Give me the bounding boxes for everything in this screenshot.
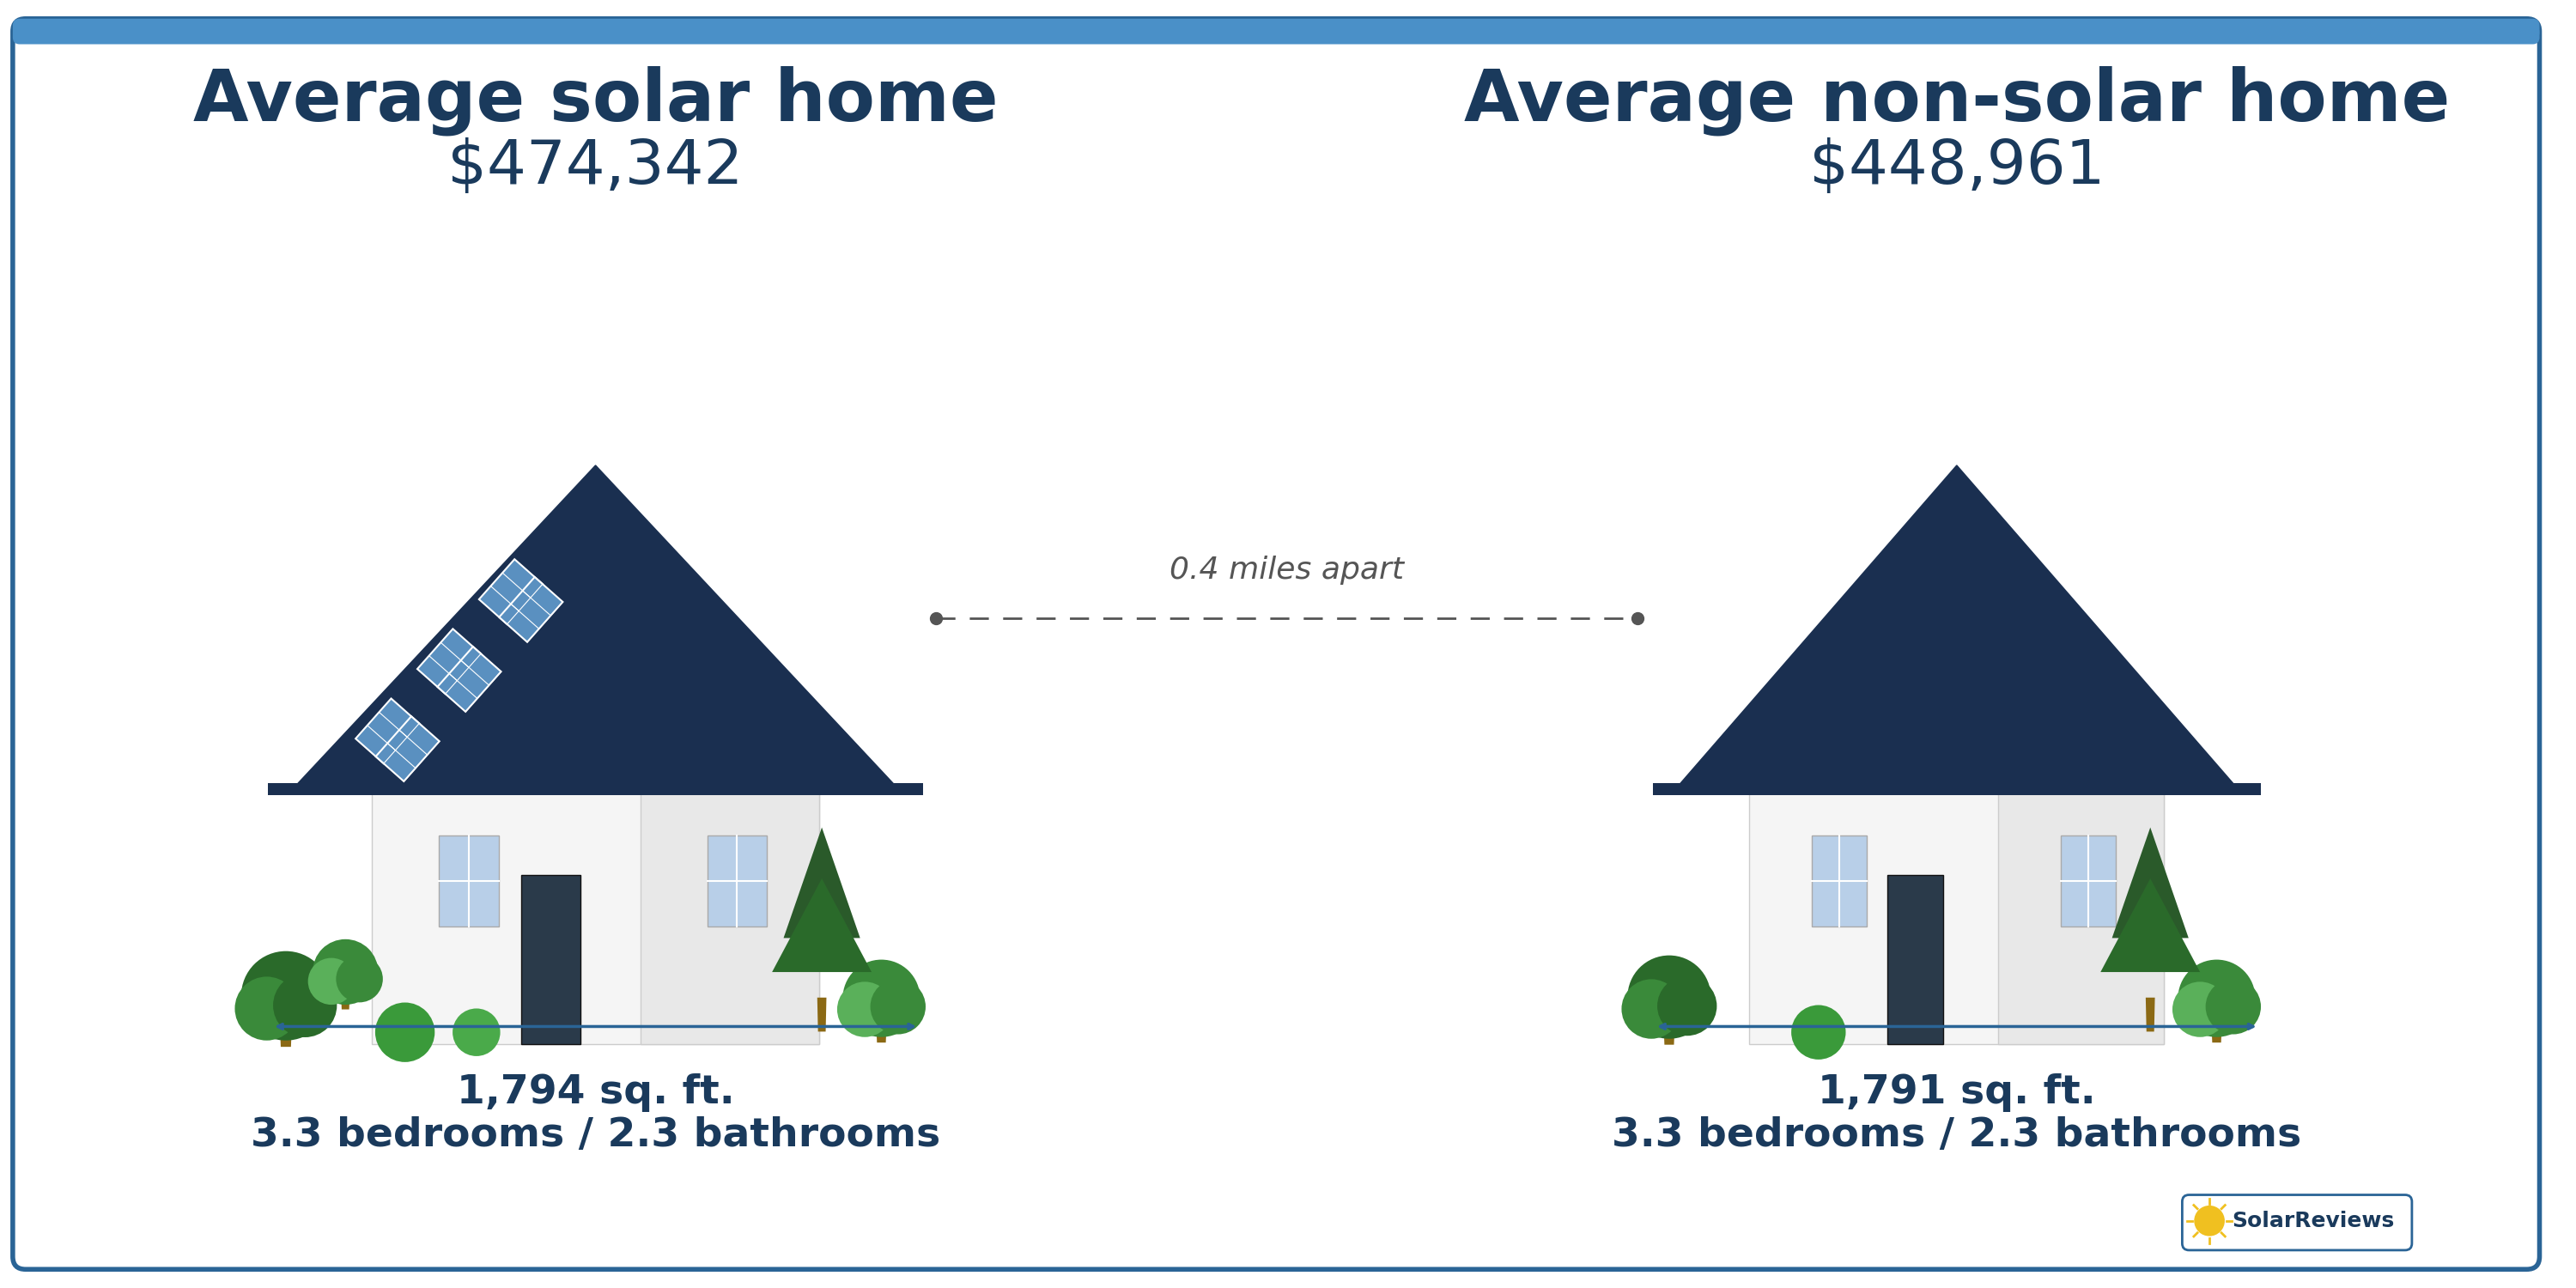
- Circle shape: [242, 951, 330, 1041]
- Polygon shape: [268, 783, 922, 795]
- Polygon shape: [641, 783, 819, 1043]
- Polygon shape: [2099, 878, 2200, 972]
- Circle shape: [1656, 976, 1716, 1036]
- Circle shape: [2172, 981, 2228, 1037]
- Circle shape: [453, 1009, 500, 1056]
- Polygon shape: [783, 827, 860, 938]
- Polygon shape: [2012, 611, 2045, 714]
- Circle shape: [2205, 979, 2262, 1034]
- Polygon shape: [500, 577, 562, 641]
- Text: 0.4 miles apart: 0.4 miles apart: [1170, 555, 1404, 585]
- Text: $474,342: $474,342: [448, 138, 744, 197]
- Polygon shape: [876, 1015, 886, 1042]
- Text: 3.3 bedrooms / 2.3 bathrooms: 3.3 bedrooms / 2.3 bathrooms: [1613, 1117, 2300, 1155]
- Polygon shape: [479, 559, 544, 625]
- FancyBboxPatch shape: [13, 19, 2540, 44]
- Polygon shape: [2061, 836, 2115, 926]
- Polygon shape: [340, 987, 350, 1010]
- Circle shape: [273, 974, 337, 1037]
- Polygon shape: [1654, 783, 2262, 795]
- Circle shape: [1628, 956, 1710, 1038]
- Circle shape: [1790, 1005, 1847, 1060]
- Polygon shape: [299, 465, 894, 783]
- Circle shape: [335, 956, 384, 1002]
- FancyBboxPatch shape: [2182, 1195, 2411, 1251]
- Text: SolarReviews: SolarReviews: [2231, 1211, 2393, 1231]
- Polygon shape: [438, 836, 500, 926]
- FancyBboxPatch shape: [13, 19, 2540, 1269]
- Circle shape: [234, 976, 299, 1041]
- Circle shape: [309, 958, 355, 1005]
- Text: 1,791 sq. ft.: 1,791 sq. ft.: [1819, 1074, 2097, 1113]
- Polygon shape: [278, 1015, 291, 1047]
- Circle shape: [312, 939, 379, 1005]
- FancyBboxPatch shape: [13, 23, 2540, 41]
- Polygon shape: [376, 716, 440, 782]
- Polygon shape: [2112, 827, 2190, 938]
- Circle shape: [1620, 979, 1682, 1038]
- Polygon shape: [1811, 836, 1868, 926]
- Polygon shape: [1888, 875, 1942, 1043]
- Polygon shape: [1680, 465, 2233, 783]
- Text: Average solar home: Average solar home: [193, 66, 997, 135]
- Circle shape: [842, 960, 920, 1037]
- Polygon shape: [1664, 1015, 1674, 1045]
- Polygon shape: [817, 998, 827, 1032]
- Polygon shape: [371, 783, 819, 1043]
- Circle shape: [2195, 1206, 2226, 1236]
- Polygon shape: [355, 698, 420, 764]
- Text: 3.3 bedrooms / 2.3 bathrooms: 3.3 bedrooms / 2.3 bathrooms: [250, 1117, 940, 1155]
- Polygon shape: [438, 647, 502, 712]
- Polygon shape: [417, 629, 482, 694]
- Polygon shape: [1999, 783, 2164, 1043]
- Polygon shape: [773, 878, 871, 972]
- Polygon shape: [2146, 998, 2156, 1032]
- Polygon shape: [1749, 783, 2164, 1043]
- Circle shape: [376, 1002, 435, 1063]
- Text: 1,794 sq. ft.: 1,794 sq. ft.: [456, 1074, 734, 1113]
- Polygon shape: [520, 875, 580, 1043]
- Circle shape: [837, 981, 891, 1037]
- Text: $448,961: $448,961: [1808, 138, 2105, 197]
- Text: Average non-solar home: Average non-solar home: [1463, 66, 2450, 135]
- Polygon shape: [2210, 1015, 2223, 1042]
- Polygon shape: [654, 611, 690, 714]
- Circle shape: [2177, 960, 2257, 1037]
- Circle shape: [871, 979, 925, 1034]
- Polygon shape: [708, 836, 768, 926]
